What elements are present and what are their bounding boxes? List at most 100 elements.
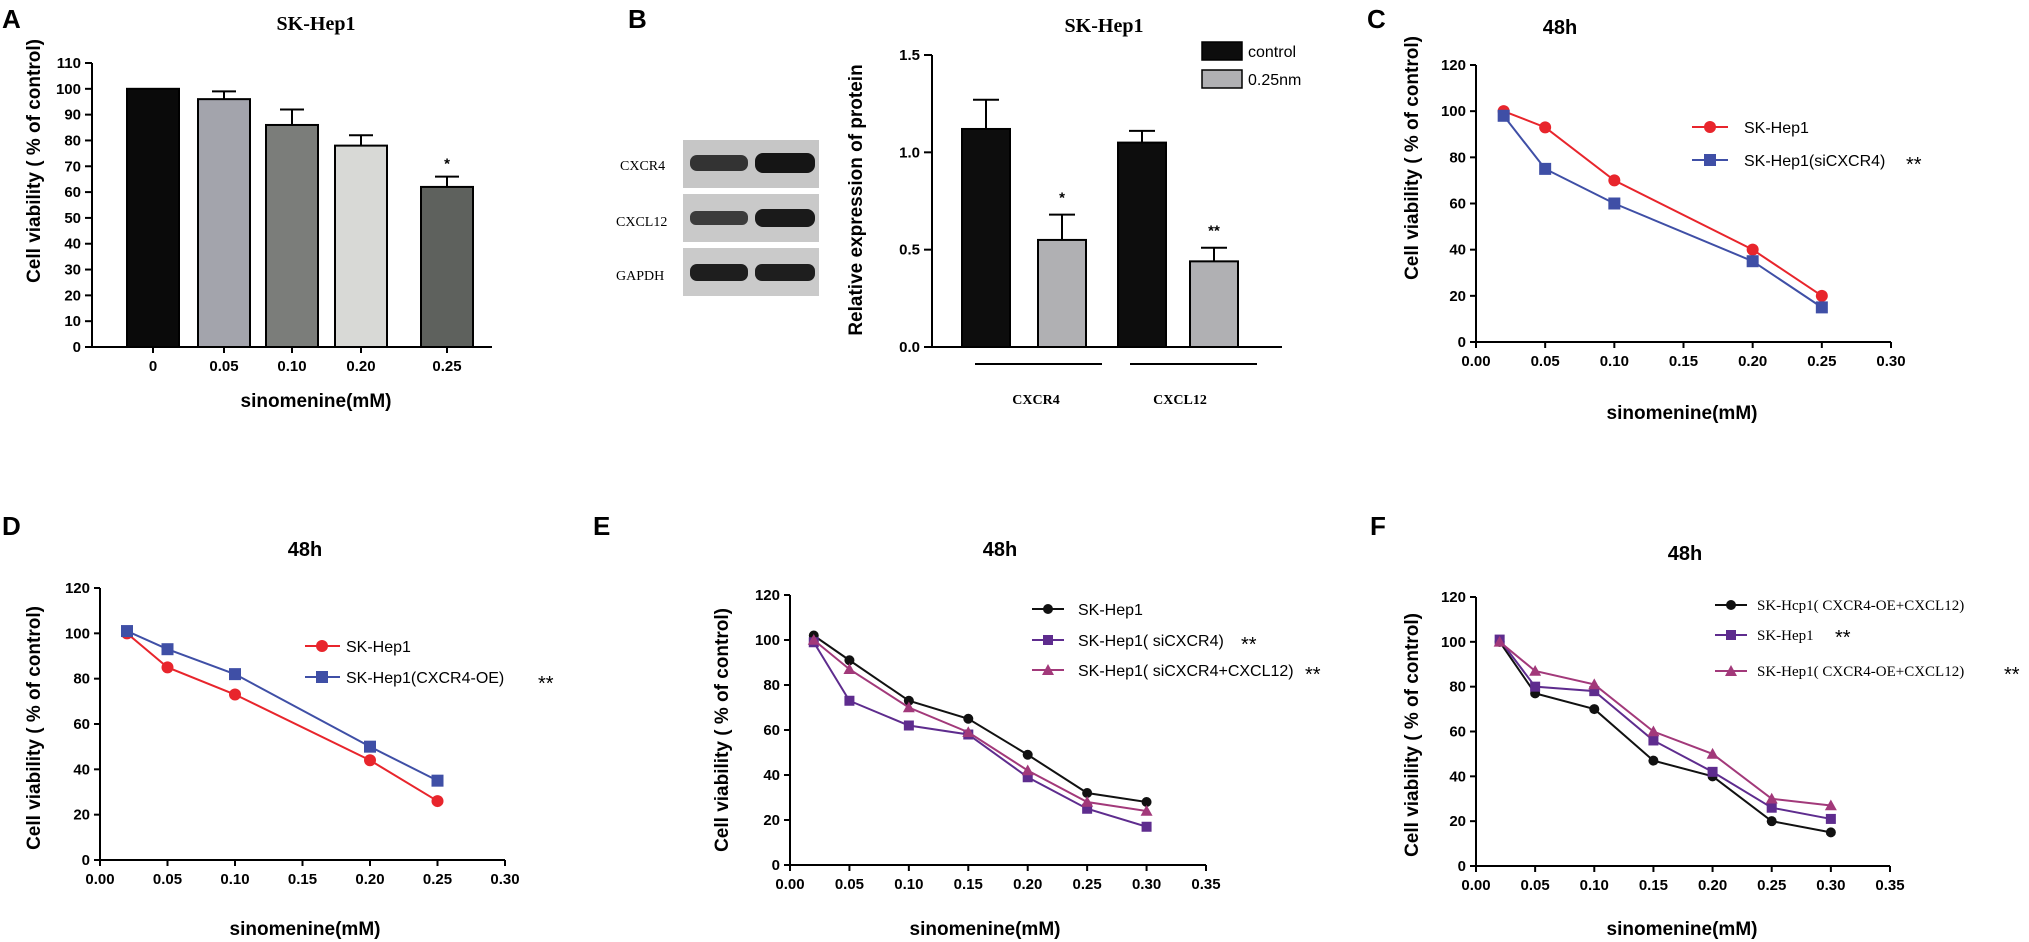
panel-a-y-tick-label: 50 [64, 210, 81, 227]
panel-b-bars: *** [961, 98, 1239, 349]
panel-c-x-tick-label: 0.25 [1807, 353, 1836, 370]
panel-d-y-tick-label: 20 [73, 807, 90, 824]
panel-d-data-point [364, 740, 376, 753]
panel-b-legend: control 0.25nm [1201, 41, 1301, 89]
panel-c-x-tick-label: 0.00 [1461, 353, 1490, 370]
western-blot: CXCR4 CXCL12 GAPDH [616, 140, 819, 296]
panel-c-data-point [1608, 197, 1621, 210]
panel-f-x-tick-label: 0.25 [1757, 877, 1786, 894]
panel-c-data-point [1497, 109, 1510, 122]
group-label-cxcl12: CXCL12 [1153, 393, 1207, 408]
panel-f-y-tick-label: 40 [1449, 768, 1466, 785]
panel-e-data-point [1082, 788, 1093, 798]
panel-e-series [807, 630, 1153, 832]
panel-a-significance: * [444, 156, 450, 173]
panel-f-data-point [1648, 735, 1659, 746]
panel-c-x-tick-label: 0.30 [1876, 353, 1905, 370]
panel-c-letter: C [1367, 4, 1386, 34]
panel-a-y-tick-label: 10 [64, 313, 81, 330]
panel-e-letter: E [593, 511, 610, 541]
panel-b-title: SK-Hep1 [1065, 15, 1144, 37]
panel-e-data-point [844, 695, 855, 706]
panel-e-x-tick-label: 0.15 [954, 876, 983, 893]
panel-f-series [1493, 634, 1837, 838]
panel-a-bars: * [126, 87, 474, 349]
panel-a-xlabel: sinomenine(mM) [241, 391, 392, 412]
legend-label-sicxcr4: SK-Hep1(siCXCR4) [1744, 153, 1885, 170]
panel-a-y-tick-label: 40 [64, 236, 81, 253]
panel-a-y-tick-label: 60 [64, 184, 81, 201]
panel-f: F 48h Cell viability ( % of control) sin… [1370, 511, 2020, 940]
panel-d-legend: SK-Hep1 SK-Hep1(CXCR4-OE) ** [305, 639, 554, 695]
panel-c-title: 48h [1543, 17, 1577, 39]
legend-label-sk-hep1: SK-Hep1 [1744, 120, 1809, 137]
panel-e-xlabel: sinomenine(mM) [910, 919, 1061, 940]
panel-f-data-point [1825, 827, 1836, 838]
panel-e-y-tick-label: 0 [772, 857, 780, 874]
panel-d-x-tick-label: 0.00 [85, 871, 114, 888]
legend-significance: ** [1906, 154, 1922, 176]
legend-label-sk-hep1: SK-Hep1 [346, 639, 411, 656]
panel-c-xlabel: sinomenine(mM) [1607, 403, 1758, 424]
panel-f-y-tick-label: 20 [1449, 813, 1466, 830]
panel-f-y-tick-label: 120 [1441, 589, 1466, 606]
panel-c-axes: 0 20 40 60 80 100 120 0.00 0.05 0.10 0.15 0.20 0.25 0… [1441, 57, 1906, 370]
panel-d-x-tick-label: 0.15 [288, 871, 317, 888]
panel-a-bar [197, 98, 251, 348]
panel-f-data-point [1530, 681, 1541, 692]
panel-f-x-tick-label: 0.05 [1521, 877, 1550, 894]
panel-f-x-tick-label: 0.00 [1461, 877, 1490, 894]
panel-f-data-point [1589, 704, 1600, 715]
panel-d-data-point [121, 625, 133, 638]
panel-f-x-tick-label: 0.15 [1639, 877, 1668, 894]
panel-d-y-tick-label: 80 [73, 671, 90, 688]
blot-band-cxcr4-treated [755, 153, 815, 173]
panel-f-legend: SK-Hcp1( CXCR4-OE+CXCL12) SK-Hep1 ** SK-… [1715, 598, 2020, 686]
panel-e-legend: SK-Hep1 SK-Hep1( siCXCR4) ** SK-Hep1( si… [1032, 602, 1321, 686]
legend-label-sicxcr4-cxcl12: SK-Hep1( siCXCR4+CXCL12) [1078, 663, 1294, 680]
panel-e-data-point [1081, 796, 1094, 807]
panel-d-data-point [431, 774, 444, 787]
panel-d-x-tick-label: 0.25 [423, 871, 452, 888]
legend-marker-triangle [1725, 665, 1737, 676]
panel-f-data-point [1825, 813, 1836, 824]
panel-a-y-tick-label: 100 [56, 81, 81, 98]
panel-a-bar [420, 185, 474, 348]
legend-marker-square [1043, 635, 1053, 645]
panel-f-ylabel: Cell viability ( % of control) [1402, 613, 1423, 857]
legend-significance-1: ** [1241, 634, 1257, 656]
panel-b-y-tick-label: 0.0 [899, 339, 920, 356]
panel-d-y-tick-label: 0 [82, 852, 90, 869]
legend-marker-triangle [1042, 664, 1054, 675]
panel-c-ylabel: Cell viability ( % of control) [1402, 36, 1423, 280]
legend-significance-2: ** [1305, 664, 1321, 686]
panel-d-data-point [229, 668, 241, 681]
legend-label-oe-cxcl12-magenta: SK-Hep1( CXCR4-OE+CXCL12) [1757, 664, 1964, 680]
panel-d-y-tick-label: 40 [73, 761, 90, 778]
blot-band-gapdh-treated [755, 264, 815, 281]
panel-b-y-tick-label: 1.0 [899, 144, 920, 161]
legend-marker-circle [316, 640, 328, 652]
panel-c-data-point [1746, 243, 1759, 256]
panel-c-data-point [1815, 301, 1828, 314]
panel-e-data-point [807, 634, 820, 645]
panel-a-x-tick-label: 0.10 [277, 358, 306, 375]
panel-e-y-tick-label: 40 [763, 767, 780, 784]
panel-c-data-point [1815, 289, 1828, 302]
panel-c-y-tick-label: 60 [1449, 196, 1466, 213]
panel-f-x-tick-label: 0.30 [1816, 877, 1845, 894]
panel-d-data-point [431, 795, 444, 808]
panel-f-data-point [1493, 635, 1506, 647]
panel-f-axes: 0 20 40 60 80 100 120 0.00 0.05 0.10 0.15 0.20 0.25 0… [1441, 589, 1905, 894]
panel-f-data-point [1766, 802, 1777, 813]
legend-label-sk-hep1: SK-Hep1 [1078, 602, 1143, 619]
panel-e-data-point [1082, 803, 1093, 814]
panel-a-y-tick-label: 20 [64, 287, 81, 304]
panel-e-data-point [963, 713, 974, 724]
panel-f-y-tick-label: 0 [1458, 858, 1466, 875]
panel-e-data-point [1022, 772, 1033, 783]
panel-f-y-tick-label: 60 [1449, 724, 1466, 741]
panel-f-data-point [1707, 766, 1718, 777]
legend-label-treated: 0.25nm [1248, 72, 1301, 89]
panel-e-title: 48h [983, 539, 1017, 561]
